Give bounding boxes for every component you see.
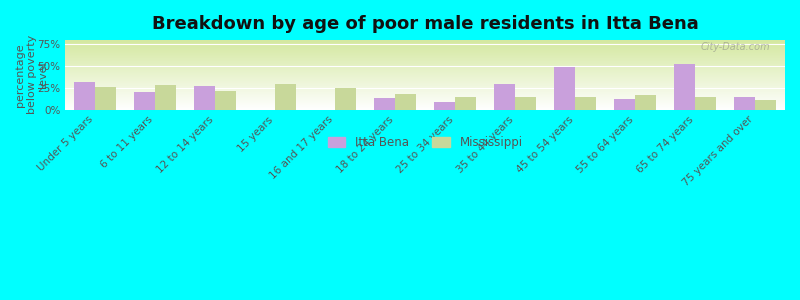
Legend: Itta Bena, Mississippi: Itta Bena, Mississippi	[323, 131, 527, 154]
Bar	[74, 82, 95, 110]
Bar	[575, 98, 596, 110]
Bar	[734, 98, 755, 110]
Bar	[95, 87, 116, 110]
Bar	[155, 85, 176, 110]
Bar	[455, 98, 476, 110]
Bar	[755, 100, 776, 110]
Y-axis label: percentage
below poverty
level: percentage below poverty level	[15, 35, 48, 115]
Bar	[554, 67, 575, 110]
Bar	[494, 83, 515, 110]
Bar	[674, 64, 695, 110]
Title: Breakdown by age of poor male residents in Itta Bena: Breakdown by age of poor male residents …	[152, 15, 698, 33]
Bar	[635, 95, 656, 110]
Bar	[335, 88, 356, 110]
Text: City-Data.com: City-Data.com	[701, 42, 770, 52]
Bar	[614, 99, 635, 110]
Bar	[374, 98, 395, 110]
Bar	[194, 86, 215, 110]
Bar	[395, 94, 416, 110]
Bar	[434, 102, 455, 110]
Bar	[515, 97, 536, 110]
Bar	[695, 98, 716, 110]
Bar	[134, 92, 155, 110]
Bar	[215, 91, 236, 110]
Bar	[275, 84, 296, 110]
